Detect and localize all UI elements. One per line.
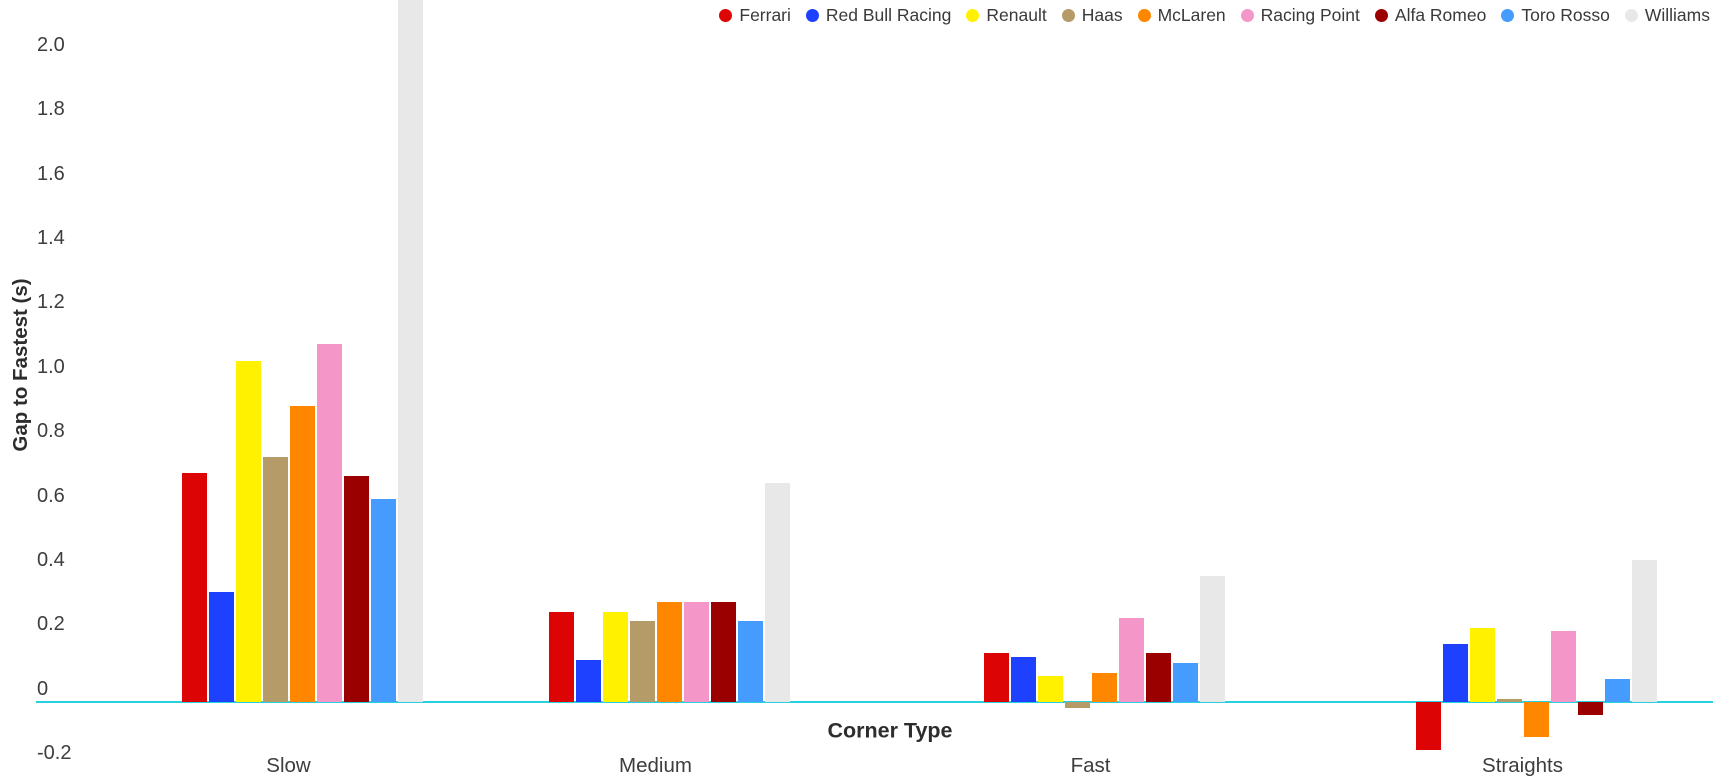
bar-red-bull-racing-slow	[209, 592, 234, 702]
category-label-medium: Medium	[619, 754, 692, 777]
y-tick-label-1.4: 1.4	[37, 227, 65, 250]
bar-toro-rosso-slow	[371, 498, 396, 702]
bar-toro-rosso-straights	[1605, 679, 1630, 702]
bar-renault-medium	[603, 611, 628, 702]
bar-haas-fast	[1065, 701, 1090, 709]
legend-item-label: McLaren	[1157, 4, 1226, 25]
bar-haas-slow	[263, 457, 288, 702]
legend-color-dot-icon	[719, 8, 733, 22]
legend-color-dot-icon	[966, 8, 980, 22]
category-label-slow: Slow	[266, 754, 311, 777]
bar-alfa-romeo-slow	[344, 476, 369, 702]
bar-toro-rosso-fast	[1173, 663, 1198, 702]
legend-color-dot-icon	[805, 8, 819, 22]
legend-item-williams[interactable]: Williams	[1624, 4, 1710, 26]
y-tick-label-1.2: 1.2	[37, 291, 65, 314]
legend-item-label: Alfa Romeo	[1394, 4, 1487, 25]
bar-williams-slow	[398, 0, 423, 702]
bar-haas-medium	[630, 621, 655, 702]
bar-mclaren-medium	[657, 601, 682, 702]
bar-williams-straights	[1632, 560, 1657, 702]
bar-ferrari-straights	[1416, 701, 1441, 751]
y-tick-label--0.2: -0.2	[37, 742, 72, 765]
legend-color-dot-icon	[1624, 8, 1638, 22]
bar-toro-rosso-medium	[738, 621, 763, 702]
legend-item-alfa-romeo[interactable]: Alfa Romeo	[1374, 4, 1487, 26]
y-tick-label-1.8: 1.8	[37, 98, 65, 121]
legend-color-dot-icon	[1501, 8, 1515, 22]
bar-alfa-romeo-fast	[1146, 653, 1171, 702]
bar-racing-point-slow	[317, 344, 342, 702]
legend-item-red-bull-racing[interactable]: Red Bull Racing	[805, 4, 952, 26]
legend-item-label: Renault	[986, 4, 1047, 25]
y-tick-label-0.4: 0.4	[37, 548, 65, 571]
legend-item-haas[interactable]: Haas	[1061, 4, 1123, 26]
bar-williams-fast	[1200, 576, 1225, 702]
bar-red-bull-racing-medium	[576, 659, 601, 702]
legend-item-renault[interactable]: Renault	[966, 4, 1047, 26]
y-tick-label-1.6: 1.6	[37, 162, 65, 185]
bar-renault-fast	[1038, 675, 1063, 702]
legend-color-dot-icon	[1374, 8, 1388, 22]
bar-renault-straights	[1470, 627, 1495, 702]
bar-ferrari-fast	[984, 653, 1009, 702]
bar-alfa-romeo-straights	[1578, 701, 1603, 715]
category-label-straights: Straights	[1482, 754, 1563, 777]
bar-red-bull-racing-fast	[1011, 656, 1036, 702]
bar-haas-straights	[1497, 698, 1522, 702]
legend-item-label: Racing Point	[1260, 4, 1360, 25]
legend-item-label: Toro Rosso	[1521, 4, 1610, 25]
bar-racing-point-medium	[684, 601, 709, 702]
bar-mclaren-straights	[1524, 701, 1549, 738]
bar-ferrari-medium	[549, 611, 574, 702]
zero-baseline	[36, 700, 1713, 703]
legend-item-mclaren[interactable]: McLaren	[1137, 4, 1226, 26]
bar-racing-point-fast	[1119, 618, 1144, 702]
legend-item-label: Red Bull Racing	[825, 4, 952, 25]
legend-color-dot-icon	[1061, 8, 1075, 22]
bar-mclaren-fast	[1092, 672, 1117, 702]
y-tick-label-0: 0	[37, 677, 49, 700]
legend-item-racing-point[interactable]: Racing Point	[1240, 4, 1360, 26]
legend-item-toro-rosso[interactable]: Toro Rosso	[1501, 5, 1610, 26]
bar-racing-point-straights	[1551, 630, 1576, 702]
legend-color-dot-icon	[1137, 8, 1151, 22]
bar-red-bull-racing-straights	[1443, 643, 1468, 702]
y-tick-label-0.2: 0.2	[37, 613, 65, 636]
legend-item-ferrari[interactable]: Ferrari	[719, 5, 791, 26]
y-tick-label-2.0: 2.0	[37, 33, 65, 56]
bar-alfa-romeo-medium	[711, 601, 736, 702]
legend-color-dot-icon	[1240, 8, 1254, 22]
y-tick-label-0.8: 0.8	[37, 420, 65, 443]
y-axis-title: Gap to Fastest (s)	[9, 278, 32, 452]
bar-renault-slow	[236, 360, 261, 702]
legend-item-label: Ferrari	[739, 4, 791, 25]
x-axis-title: Corner Type	[827, 718, 953, 743]
bar-ferrari-slow	[182, 473, 207, 702]
bar-williams-medium	[765, 482, 790, 702]
bar-mclaren-slow	[290, 405, 315, 702]
y-tick-label-1.0: 1.0	[37, 355, 65, 378]
legend-item-label: Haas	[1081, 4, 1123, 25]
chart-legend: Ferrari Red Bull Racing Renault Haas McLaren…	[719, 3, 1710, 27]
legend-item-label: Williams	[1644, 4, 1710, 25]
category-label-fast: Fast	[1070, 754, 1111, 777]
y-tick-label-0.6: 0.6	[37, 484, 65, 507]
